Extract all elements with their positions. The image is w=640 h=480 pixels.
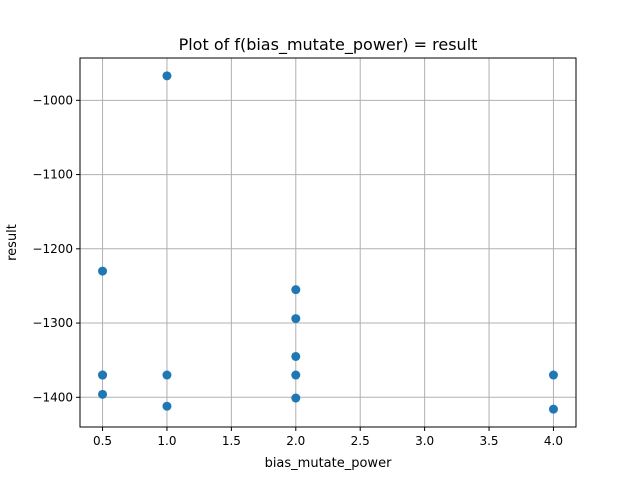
plot-area-frame <box>79 57 577 428</box>
chart-title: Plot of f(bias_mutate_power) = result <box>179 35 478 55</box>
grid-lines <box>80 58 576 427</box>
data-point <box>548 404 558 414</box>
y-tick-label: −1000 <box>32 93 73 107</box>
data-points <box>98 71 558 414</box>
data-point <box>291 393 301 403</box>
data-point <box>291 370 301 380</box>
x-tick-label: 3.0 <box>415 434 434 448</box>
data-point <box>291 285 301 295</box>
y-axis-label: result <box>5 224 20 261</box>
data-point <box>291 351 301 361</box>
data-point <box>548 370 558 380</box>
x-tick-label: 4.0 <box>544 434 563 448</box>
x-tick-label: 2.5 <box>351 434 370 448</box>
x-axis-label: bias_mutate_power <box>265 456 393 471</box>
x-tick-label: 2.0 <box>286 434 305 448</box>
x-tick-label: 0.5 <box>93 434 112 448</box>
data-point <box>162 370 172 380</box>
y-tick-label: −1300 <box>32 316 73 330</box>
data-point <box>98 266 108 276</box>
data-point <box>98 370 108 380</box>
data-point <box>162 401 172 411</box>
data-point <box>162 71 172 81</box>
y-tick-label: −1100 <box>32 168 73 182</box>
y-tick-label: −1200 <box>32 242 73 256</box>
data-point <box>98 389 108 399</box>
y-tick-label: −1400 <box>32 390 73 404</box>
x-tick-label: 3.5 <box>479 434 498 448</box>
x-tick-label: 1.5 <box>222 434 241 448</box>
x-tick-label: 1.0 <box>157 434 176 448</box>
axis-ticks: 0.5 1.0 1.5 2.0 2.5 3.0 3.5 4.0 −1000 −1100 −1200 −… <box>32 93 563 448</box>
data-point <box>291 314 301 324</box>
